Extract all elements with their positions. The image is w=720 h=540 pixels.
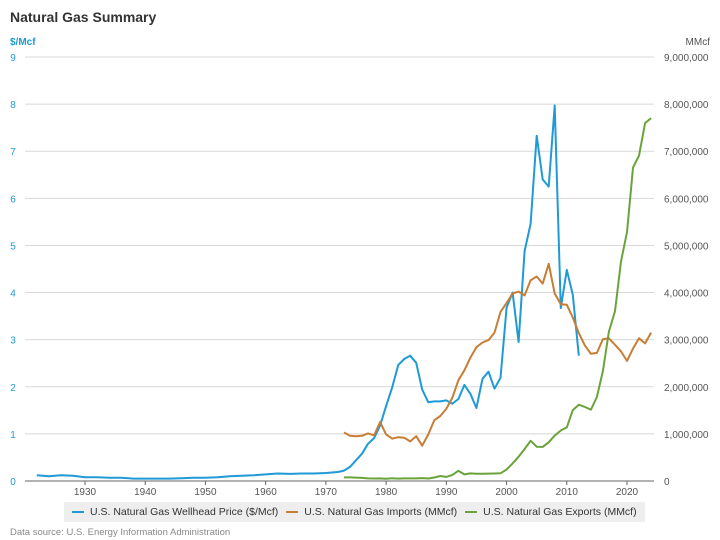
- x-tick-label: 1940: [134, 487, 157, 498]
- y-right-tick-label: 1,000,000: [664, 430, 709, 441]
- x-tick-label: 1960: [255, 487, 278, 498]
- y-right-tick-label: 5,000,000: [664, 241, 709, 252]
- series-line-price: [36, 104, 580, 480]
- y-right-tick-label: 8,000,000: [664, 100, 709, 111]
- x-tick-label: 1950: [194, 487, 217, 498]
- y-left-tick-label: 9: [10, 53, 16, 64]
- chart-area: 0 1 2 3 4 5 6 7 8 9 0 1,000,000 2,000,000 3,000,000 4,…: [10, 53, 709, 498]
- chart-title: Natural Gas Summary: [10, 9, 157, 25]
- legend-swatch-exports: [465, 511, 478, 513]
- legend-swatch-imports: [286, 511, 299, 513]
- legend-item-exports[interactable]: U.S. Natural Gas Exports (MMcf): [465, 506, 637, 518]
- y-right-tick-label: 6,000,000: [664, 194, 709, 205]
- legend-label-price: U.S. Natural Gas Wellhead Price ($/Mcf): [90, 506, 279, 518]
- right-axis-unit-label: MMcf: [685, 37, 710, 48]
- legend: U.S. Natural Gas Wellhead Price ($/Mcf) …: [64, 502, 645, 522]
- y-right-tick-label: 9,000,000: [664, 53, 709, 64]
- x-tick-label: 2000: [495, 487, 518, 498]
- legend-item-price[interactable]: U.S. Natural Gas Wellhead Price ($/Mcf): [72, 506, 278, 518]
- x-tick-label: 1930: [74, 487, 97, 498]
- y-left-tick-label: 6: [10, 194, 16, 205]
- data-source-note: Data source: U.S. Energy Information Adm…: [10, 527, 231, 538]
- series-line-imports: [343, 262, 652, 447]
- y-left-tick-label: 3: [10, 336, 16, 347]
- series-lines: [36, 104, 652, 480]
- legend-swatch-price: [72, 511, 84, 513]
- legend-item-imports[interactable]: U.S. Natural Gas Imports (MMcf): [286, 506, 457, 518]
- y-left-tick-label: 5: [10, 241, 16, 252]
- y-left-tick-label: 8: [10, 100, 16, 111]
- legend-label-exports: U.S. Natural Gas Exports (MMcf): [483, 506, 637, 518]
- left-axis-unit-label: $/Mcf: [10, 37, 36, 48]
- x-tick-label: 1990: [435, 487, 458, 498]
- series-line-exports: [344, 117, 652, 480]
- x-tick-label: 2010: [556, 487, 579, 498]
- y-left-tick-label: 4: [10, 289, 16, 300]
- legend-label-imports: U.S. Natural Gas Imports (MMcf): [304, 506, 458, 518]
- x-tick-label: 2020: [616, 487, 639, 498]
- axis-ticks: 0 1 2 3 4 5 6 7 8 9 0 1,000,000 2,000,000 3,000,000 4,…: [10, 53, 709, 498]
- y-right-tick-label: 7,000,000: [664, 147, 709, 158]
- y-right-tick-label: 4,000,000: [664, 289, 709, 300]
- y-left-tick-label: 2: [10, 383, 16, 394]
- y-left-tick-label: 0: [10, 477, 16, 488]
- y-right-tick-label: 0: [664, 477, 670, 488]
- y-left-tick-label: 1: [10, 430, 16, 441]
- y-right-tick-label: 2,000,000: [664, 383, 709, 394]
- y-right-tick-label: 3,000,000: [664, 336, 709, 347]
- x-tick-label: 1970: [315, 487, 338, 498]
- x-tick-label: 1980: [375, 487, 398, 498]
- gridlines: [25, 56, 654, 482]
- y-left-tick-label: 7: [10, 147, 16, 158]
